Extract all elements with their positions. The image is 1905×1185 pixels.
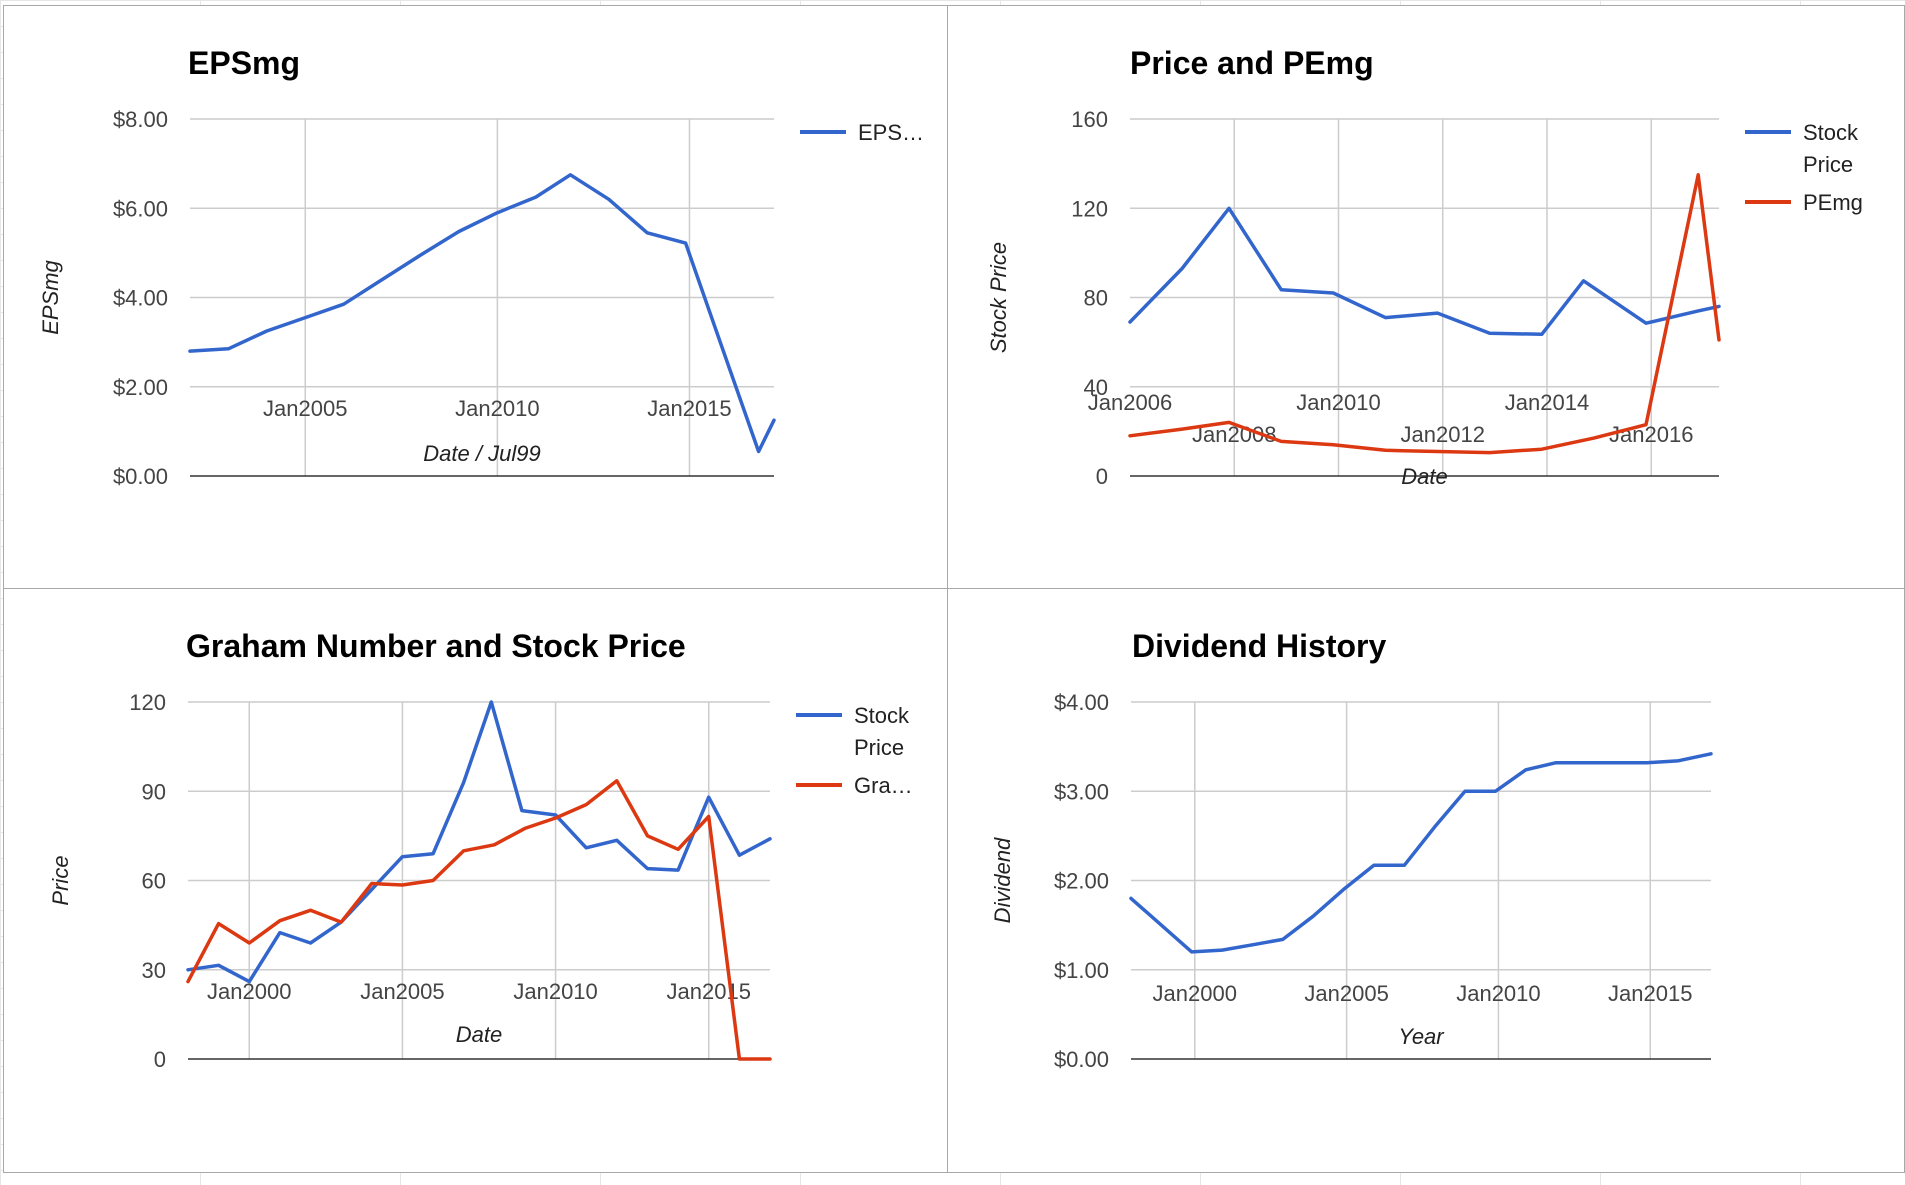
legend-label-line: Price	[1803, 152, 1853, 177]
x-tick-label: Jan2010	[1456, 981, 1540, 1006]
series-line	[1128, 173, 1721, 455]
legend-label: Stock Price	[854, 703, 910, 760]
chart-panel-price-pemg[interactable]: Price and PEmg 0 40 80 120 160 Jan2006 Jan2008 J…	[947, 5, 1905, 590]
legend-label-line: EPS…	[858, 120, 924, 145]
y-tick-label: 40	[1084, 375, 1108, 400]
x-tick-label: Jan2010	[455, 396, 539, 421]
x-axis-title: Year	[1398, 1024, 1445, 1049]
series-line	[186, 700, 772, 984]
y-tick-label: $4.00	[113, 286, 168, 311]
series-line	[188, 173, 776, 454]
x-tick-label: Jan2005	[1304, 981, 1388, 1006]
chart-panel-graham-number[interactable]: Graham Number and Stock Price 0 30 60 90 120 J…	[3, 588, 949, 1173]
x-tick-label: Jan2000	[1153, 981, 1237, 1006]
legend-label-line: Price	[854, 735, 904, 760]
y-tick-label: $8.00	[113, 107, 168, 132]
legend-label-line: Stock	[1803, 120, 1859, 145]
y-tick-label: $2.00	[1054, 869, 1109, 894]
x-tick-label: Jan2005	[263, 396, 347, 421]
y-tick-label: 160	[1071, 107, 1108, 132]
x-tick-label: Jan2012	[1401, 422, 1485, 447]
x-tick-label: Jan2006	[1088, 390, 1172, 415]
x-tick-label: Jan2015	[647, 396, 731, 421]
x-axis-title: Date	[1401, 464, 1447, 489]
x-tick-label: Jan2010	[513, 979, 597, 1004]
series-line	[1128, 206, 1721, 337]
y-tick-label: 0	[154, 1047, 166, 1072]
legend-label: Stock Price	[1803, 120, 1859, 177]
x-tick-label: Jan2015	[667, 979, 751, 1004]
dividend-chart: Dividend History $0.00 $1.00 $2.00 $3.00 $4.0…	[990, 628, 1713, 1072]
y-tick-label: 30	[142, 958, 166, 983]
y-tick-label: $3.00	[1054, 779, 1109, 804]
y-tick-label: 120	[129, 690, 166, 715]
x-tick-label: Jan2010	[1296, 390, 1380, 415]
x-axis-title: Date	[456, 1022, 502, 1047]
y-tick-label: $4.00	[1054, 690, 1109, 715]
x-axis-title: Date / Jul99	[423, 441, 540, 466]
y-axis-title: EPSmg	[38, 259, 63, 334]
series-line	[1129, 752, 1713, 954]
graham-chart: Graham Number and Stock Price 0 30 60 90 120 J…	[48, 628, 913, 1072]
chart-title: EPSmg	[188, 45, 300, 81]
legend-label: EPS…	[858, 120, 924, 145]
y-tick-label: $2.00	[113, 375, 168, 400]
y-tick-label: $1.00	[1054, 958, 1109, 983]
y-tick-label: 0	[1096, 464, 1108, 489]
y-tick-label: 80	[1084, 286, 1108, 311]
y-tick-label: 120	[1071, 196, 1108, 221]
chart-panel-epsmg[interactable]: EPSmg $0.00 $2.00 $4.00 $6.00 $8.00 Jan2005 Jan…	[3, 5, 949, 590]
price-pemg-chart: Price and PEmg04080120160Jan2006Jan2008J…	[986, 45, 1863, 489]
legend-label: PEmg	[1803, 190, 1863, 215]
y-axis-title: Dividend	[990, 837, 1015, 923]
legend-label-line: Gra…	[854, 773, 913, 798]
x-tick-label: Jan2005	[360, 979, 444, 1004]
legend-label: Gra…	[854, 773, 913, 798]
chart-title: Dividend History	[1132, 628, 1386, 664]
x-tick-label: Jan2015	[1608, 981, 1692, 1006]
y-axis-title: Stock Price	[986, 242, 1011, 353]
y-tick-label: $6.00	[113, 196, 168, 221]
chart-panel-dividend-history[interactable]: Dividend History $0.00 $1.00 $2.00 $3.00 $4.0…	[947, 588, 1905, 1173]
y-tick-label: 90	[142, 779, 166, 804]
x-tick-label: Jan2014	[1505, 390, 1589, 415]
epsmg-chart: EPSmg $0.00 $2.00 $4.00 $6.00 $8.00 Jan2005 Jan…	[38, 45, 924, 489]
y-axis-title: Price	[48, 855, 73, 905]
chart-title: Graham Number and Stock Price	[186, 628, 686, 664]
y-tick-label: 60	[142, 869, 166, 894]
y-tick-label: $0.00	[1054, 1047, 1109, 1072]
series-line	[186, 779, 772, 1061]
legend-label-line: Stock	[854, 703, 910, 728]
y-tick-label: $0.00	[113, 464, 168, 489]
legend-label-line: PEmg	[1803, 190, 1863, 215]
x-tick-label: Jan2016	[1609, 422, 1693, 447]
chart-title: Price and PEmg	[1130, 45, 1374, 81]
